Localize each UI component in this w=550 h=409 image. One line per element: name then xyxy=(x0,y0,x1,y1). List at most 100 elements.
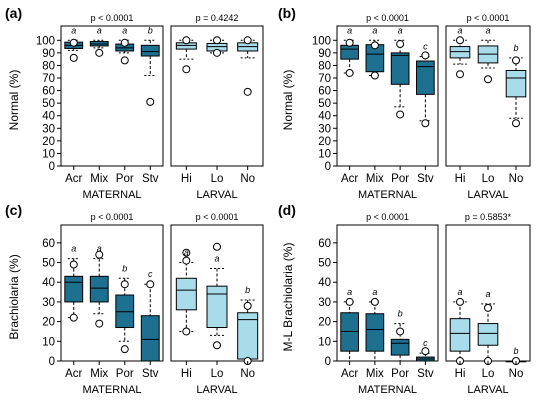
y-tick-label: 60 xyxy=(42,86,55,98)
outlier-point xyxy=(512,56,520,65)
x-tick-label: Por xyxy=(391,368,409,380)
x-tick-label: No xyxy=(509,173,524,185)
box xyxy=(340,44,359,60)
outlier-point xyxy=(120,345,129,354)
plot-frame xyxy=(60,25,164,167)
y-tick-label: 50 xyxy=(318,258,331,270)
outlier-point xyxy=(182,256,191,265)
box xyxy=(365,313,385,352)
box xyxy=(505,69,527,98)
significance-letter: a xyxy=(347,25,352,35)
box xyxy=(140,315,160,362)
box xyxy=(140,44,160,57)
y-tick-label: 30 xyxy=(318,123,331,135)
y-tick-label: 40 xyxy=(42,277,55,289)
box xyxy=(206,285,228,329)
outlier-point xyxy=(456,36,464,45)
p-value-text: p = 0.5853* xyxy=(465,212,512,222)
box xyxy=(89,275,109,303)
plot-frame xyxy=(336,224,439,362)
y-tick-label: 20 xyxy=(318,317,331,329)
group-label: LARVAL xyxy=(196,384,237,396)
significance-letter: a xyxy=(184,248,189,258)
box xyxy=(449,46,471,59)
outlier-point xyxy=(213,242,221,251)
outlier-point xyxy=(345,38,354,47)
y-tick-label: 10 xyxy=(318,336,331,348)
y-tick-label: 60 xyxy=(318,238,331,250)
box xyxy=(64,275,84,303)
y-tick-label: 30 xyxy=(318,297,331,309)
outlier-point xyxy=(243,87,252,96)
significance-letter: a xyxy=(457,25,462,35)
outlier-point xyxy=(345,297,354,306)
significance-letter: c xyxy=(423,42,428,52)
x-tick-label: No xyxy=(240,173,255,185)
x-tick-label: Mix xyxy=(90,368,108,380)
group-label: MATERNAL xyxy=(358,384,417,396)
group-label: LARVAL xyxy=(467,384,508,396)
significance-letter: b xyxy=(398,309,403,319)
x-tick-label: Stv xyxy=(417,173,434,185)
significance-letter: a xyxy=(457,287,462,297)
p-value-text: p < 0.0001 xyxy=(366,13,409,23)
y-tick-label: 0 xyxy=(49,356,55,368)
outlier-point xyxy=(69,38,78,47)
box xyxy=(477,323,499,346)
outlier-point xyxy=(182,36,191,45)
outlier-point xyxy=(69,260,78,269)
outlier-point xyxy=(182,327,191,336)
outlier-point xyxy=(370,71,379,80)
y-tick-label: 20 xyxy=(42,317,55,329)
significance-letter: a xyxy=(485,25,490,35)
p-value-text: p < 0.0001 xyxy=(196,212,239,222)
significance-letter: a xyxy=(71,25,76,35)
y-tick-label: 70 xyxy=(42,73,55,85)
outlier-point xyxy=(370,297,379,306)
box xyxy=(449,318,471,352)
y-tick-label: 100 xyxy=(312,35,331,47)
p-value-text: p = 0.4242 xyxy=(196,13,239,23)
x-tick-label: Acr xyxy=(341,368,358,380)
outlier-point xyxy=(370,41,379,50)
significance-letter: a xyxy=(372,25,377,35)
plot-frame xyxy=(60,224,164,362)
p-value-text: p < 0.0001 xyxy=(467,13,510,23)
plot-frame xyxy=(336,25,439,167)
x-tick-label: Por xyxy=(116,173,134,185)
y-tick-label: 10 xyxy=(42,148,55,160)
significance-letter: a xyxy=(398,25,403,35)
x-tick-label: Por xyxy=(116,368,134,380)
group-label: LARVAL xyxy=(196,189,237,201)
panel-label: (d) xyxy=(278,202,296,218)
outlier-point xyxy=(146,280,155,289)
significance-letter: b xyxy=(148,25,153,35)
outlier-point xyxy=(345,68,354,77)
x-tick-label: Stv xyxy=(142,173,159,185)
y-tick-label: 80 xyxy=(42,60,55,72)
y-tick-label: 0 xyxy=(49,161,55,173)
outlier-point xyxy=(182,65,191,74)
outlier-point xyxy=(146,97,155,106)
significance-letter: b xyxy=(245,285,250,295)
panel-label: (a) xyxy=(5,5,22,21)
y-tick-label: 40 xyxy=(318,111,331,123)
x-tick-label: Hi xyxy=(455,173,466,185)
outlier-point xyxy=(421,347,430,356)
significance-letter: a xyxy=(97,244,102,254)
outlier-point xyxy=(213,341,221,350)
x-tick-label: Mix xyxy=(366,173,384,185)
y-axis-label: Brachiolaria (%) xyxy=(7,254,21,339)
outlier-point xyxy=(69,313,78,322)
outlier-point xyxy=(396,40,405,49)
outlier-point xyxy=(421,51,430,60)
p-value-text: p < 0.0001 xyxy=(91,212,134,222)
x-tick-label: Lo xyxy=(211,173,224,185)
box xyxy=(175,277,197,311)
x-tick-label: Hi xyxy=(181,368,192,380)
significance-letter: b xyxy=(513,43,518,53)
y-axis-label: Normal (%) xyxy=(281,70,295,131)
x-tick-label: Mix xyxy=(366,368,384,380)
x-tick-label: Stv xyxy=(417,368,434,380)
